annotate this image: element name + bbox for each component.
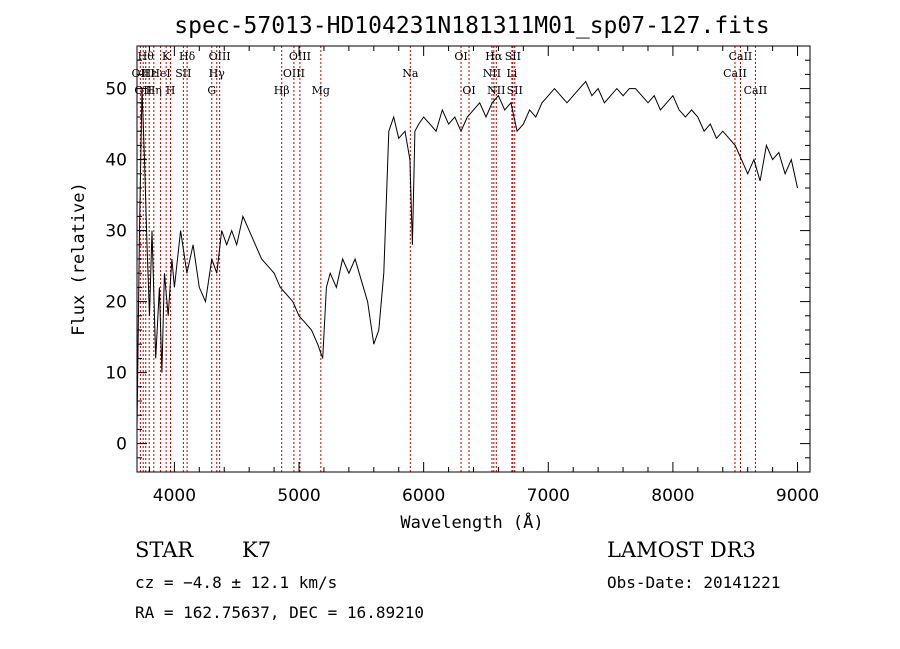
y-axis-label: Flux (relative) <box>69 182 89 336</box>
line-label-7: H <box>166 84 176 97</box>
spectral-subclass: K7 <box>242 538 272 562</box>
y-axis-ticks: 0 10 20 30 40 50 <box>105 59 810 459</box>
line-label-0: OII <box>132 67 150 80</box>
y-tick-label-4: 40 <box>105 151 127 171</box>
spectral-line-markers <box>139 46 756 472</box>
line-label-15: OIII <box>289 50 311 63</box>
redshift-readout: cz = −4.8 ± 12.1 km/s <box>135 573 338 592</box>
x-tick-label-3: 7000 <box>527 486 570 506</box>
y-tick-label-2: 20 <box>105 293 127 313</box>
line-label-20: NII <box>483 67 501 80</box>
line-label-16: Mg <box>312 84 330 97</box>
line-label-3: Hε <box>142 67 158 80</box>
x-tick-label-5: 9000 <box>776 486 819 506</box>
x-tick-label-4: 8000 <box>651 486 694 506</box>
y-tick-label-5: 50 <box>105 80 127 100</box>
x-axis-ticks: 4000 5000 6000 7000 8000 9000 <box>148 46 819 506</box>
line-label-25: SII <box>507 84 523 97</box>
line-label-27: CaII <box>729 50 753 63</box>
line-label-10: G <box>207 84 216 97</box>
coordinates-readout: RA = 162.75637, DEC = 16.89210 <box>135 603 424 622</box>
y-tick-label-0: 0 <box>116 435 127 455</box>
observation-date: Obs-Date: 20141221 <box>607 573 781 592</box>
line-label-22: NII <box>487 84 505 97</box>
line-label-4: Hη <box>146 84 162 97</box>
line-label-9: Hδ <box>179 50 196 63</box>
x-tick-label-0: 4000 <box>153 486 196 506</box>
x-tick-label-1: 5000 <box>277 486 320 506</box>
line-label-23: Li <box>506 67 517 80</box>
line-label-18: OI <box>454 50 467 63</box>
line-label-24: SII <box>505 50 521 63</box>
x-axis-label: Wavelength (Å) <box>400 511 543 533</box>
line-label-14: OIII <box>283 67 305 80</box>
line-label-13: Hβ <box>274 84 290 97</box>
line-label-8: SII <box>175 67 191 80</box>
line-label-6: K <box>162 50 171 63</box>
chart-title: spec-57013-HD104231N181311M01_sp07-127.f… <box>174 13 769 39</box>
line-label-11: Hγ <box>209 67 226 80</box>
x-tick-label-2: 6000 <box>402 486 445 506</box>
line-label-19: OI <box>462 84 475 97</box>
line-label-26: CaII <box>723 67 747 80</box>
spectral-line-labels: OII OII Hθ Hε Hη HeI K H SII Hδ G Hγ OIII Hβ OIII OIII M… <box>132 50 768 97</box>
line-label-1: OII <box>134 84 152 97</box>
survey-name: LAMOST DR3 <box>607 538 756 562</box>
line-label-5: HeI <box>150 67 170 80</box>
y-tick-label-3: 30 <box>105 222 127 242</box>
line-label-12: OIII <box>209 50 231 63</box>
spectrum-series-line <box>136 80 798 430</box>
line-label-17: Na <box>402 67 419 80</box>
line-label-2: Hθ <box>138 50 155 63</box>
object-class: STAR <box>135 538 194 562</box>
line-label-21: Hα <box>485 50 503 63</box>
y-tick-label-1: 10 <box>105 364 127 384</box>
line-label-28: CaII <box>744 84 768 97</box>
